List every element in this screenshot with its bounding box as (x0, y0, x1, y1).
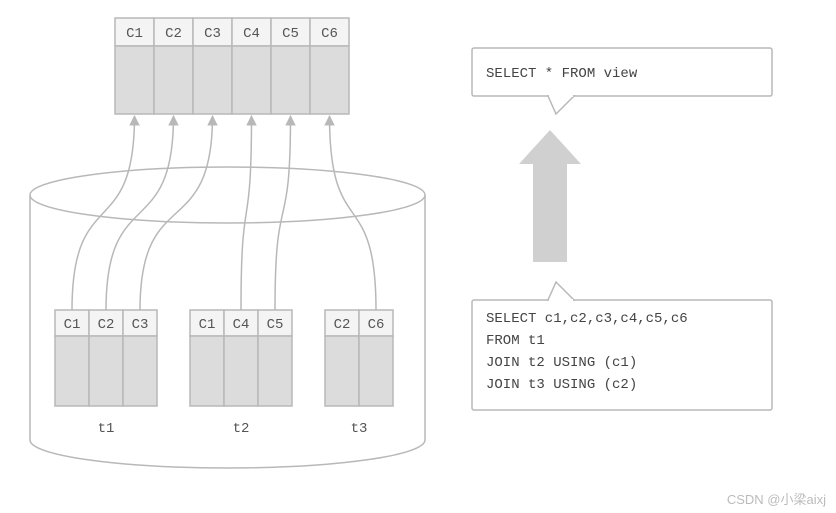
table-col-label: C5 (267, 317, 284, 333)
view-col-body (193, 46, 232, 114)
sql-bottom-line: FROM t1 (486, 333, 545, 349)
table-col-body (359, 336, 393, 406)
diagram-canvas: C1 C2 C3 C4 C5 C6 C1 C2 C3 t1 C1 C4 C5 t2 C2 C6 t3 SELECT… (0, 0, 836, 513)
table-name-label: t1 (98, 421, 115, 437)
view-col-body (310, 46, 349, 114)
view-col-label: C6 (321, 26, 338, 42)
sql-box-tail (548, 282, 574, 300)
view-col-label: C4 (243, 26, 260, 42)
table-col-label: C1 (64, 317, 81, 333)
table-col-label: C6 (368, 317, 385, 333)
view-col-body (115, 46, 154, 114)
sql-box-tail (548, 96, 574, 114)
table-col-body (258, 336, 292, 406)
table-col-label: C2 (98, 317, 115, 333)
view-col-body (271, 46, 310, 114)
table-name-label: t3 (351, 421, 368, 437)
table-col-body (89, 336, 123, 406)
table-col-label: C3 (132, 317, 149, 333)
sql-top-text: SELECT * FROM view (486, 66, 638, 82)
watermark: CSDN @小梁aixj (727, 489, 826, 508)
table-col-label: C1 (199, 317, 216, 333)
table-name-label: t2 (233, 421, 250, 437)
transform-arrow (519, 130, 581, 262)
table-col-body (55, 336, 89, 406)
view-col-body (154, 46, 193, 114)
view-col-label: C1 (126, 26, 143, 42)
view-col-label: C5 (282, 26, 299, 42)
table-col-label: C2 (334, 317, 351, 333)
sql-bottom-line: JOIN t2 USING (c1) (486, 355, 637, 371)
table-col-body (224, 336, 258, 406)
table-col-body (190, 336, 224, 406)
view-col-body (232, 46, 271, 114)
view-col-label: C2 (165, 26, 182, 42)
table-col-body (325, 336, 359, 406)
table-col-label: C4 (233, 317, 250, 333)
db-cylinder-top (30, 167, 425, 223)
view-col-label: C3 (204, 26, 221, 42)
sql-bottom-line: JOIN t3 USING (c2) (486, 377, 637, 393)
sql-bottom-line: SELECT c1,c2,c3,c4,c5,c6 (486, 311, 688, 327)
table-col-body (123, 336, 157, 406)
